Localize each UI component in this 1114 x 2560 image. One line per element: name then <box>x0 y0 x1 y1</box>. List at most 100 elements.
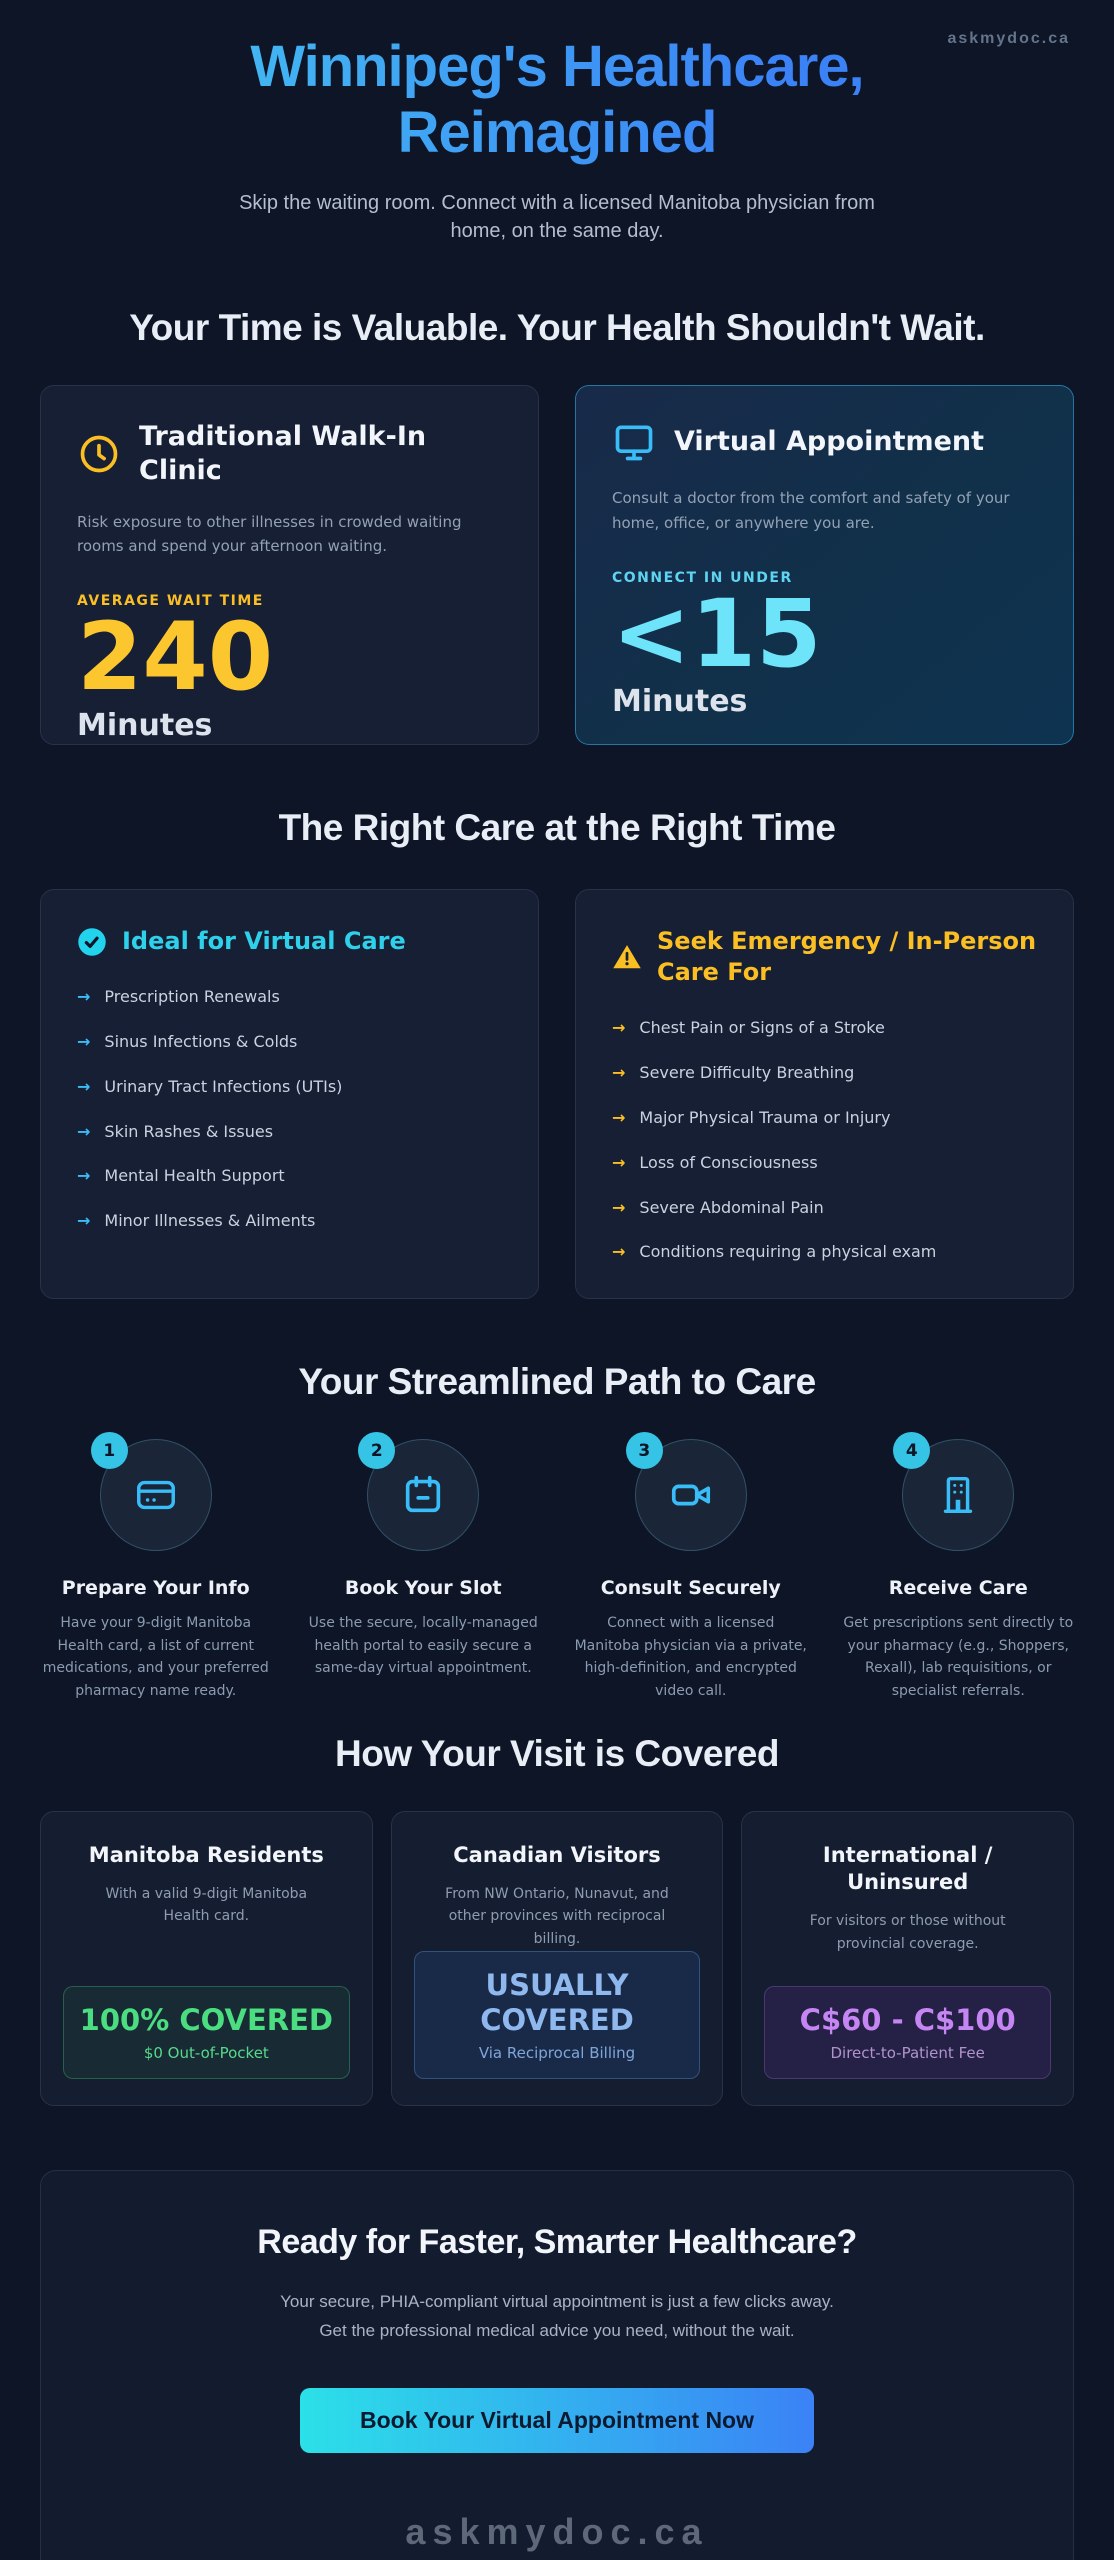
cta-heading: Ready for Faster, Smarter Healthcare? <box>257 2222 857 2261</box>
list-item: → Prescription Renewals <box>77 987 502 1008</box>
list-item: → Skin Rashes & Issues <box>77 1122 502 1143</box>
virtual-care-list-card: Ideal for Virtual Care → Prescription Ren… <box>40 889 539 1300</box>
page-title-line2: Reimagined <box>397 99 717 165</box>
step-number-badge: 2 <box>358 1432 396 1470</box>
arrow-right-icon: → <box>77 1121 91 1141</box>
step-icon-circle: 1 <box>90 1432 212 1552</box>
list-item-label: Major Physical Trauma or Injury <box>639 1108 891 1128</box>
section-heading-care: The Right Care at the Right Time <box>278 807 836 849</box>
virtual-stat-label: CONNECT IN UNDER <box>612 569 793 586</box>
brand-logo-footer: askmydoc.ca <box>405 2510 709 2552</box>
coverage-badge-main: USUALLY COVERED <box>480 1968 634 2037</box>
coverage-badge-sub: Direct-to-Patient Fee <box>830 2043 985 2062</box>
list-item: → Severe Difficulty Breathing <box>612 1063 1037 1084</box>
pharmacy-building-icon <box>935 1472 981 1518</box>
step-icon-circle: 3 <box>625 1432 747 1552</box>
coverage-title: Manitoba Residents <box>88 1842 324 1867</box>
coverage-description: From NW Ontario, Nunavut, and other prov… <box>445 1886 669 1947</box>
list-item: → Severe Abdominal Pain <box>612 1198 1037 1219</box>
step-receive-care: 4 Receive Care Get prescriptions sent di… <box>833 1432 1085 1703</box>
list-item: → Sinus Infections & Colds <box>77 1032 502 1053</box>
step-consult-securely: 3 Consult Securely Connect with a licens… <box>565 1432 817 1703</box>
arrow-right-icon: → <box>77 987 91 1007</box>
traditional-clinic-card: Traditional Walk-In Clinic Risk exposure… <box>40 385 539 746</box>
comparison-cards: Traditional Walk-In Clinic Risk exposure… <box>0 385 1114 746</box>
cta-section: Ready for Faster, Smarter Healthcare? Yo… <box>40 2169 1074 2560</box>
step-description: Use the secure, locally-managed health p… <box>308 1615 538 1677</box>
coverage-card-canadian: Canadian Visitors From NW Ontario, Nunav… <box>390 1810 724 2106</box>
coverage-badge: 100% COVERED $0 Out-of-Pocket <box>63 1985 350 2079</box>
section-heading-steps: Your Streamlined Path to Care <box>298 1361 816 1403</box>
list-item-label: Mental Health Support <box>104 1166 285 1186</box>
arrow-right-icon: → <box>77 1166 91 1186</box>
book-appointment-button[interactable]: Book Your Virtual Appointment Now <box>300 2387 814 2453</box>
list-item-label: Prescription Renewals <box>104 987 280 1007</box>
video-camera-icon <box>668 1472 714 1518</box>
virtual-care-list: → Prescription Renewals → Sinus Infections… <box>77 987 502 1232</box>
list-item-label: Minor Illnesses & Ailments <box>104 1211 316 1231</box>
arrow-right-icon: → <box>612 1108 626 1128</box>
arrow-right-icon: → <box>612 1242 626 1262</box>
step-description: Connect with a licensed Manitoba physici… <box>574 1615 807 1700</box>
traditional-clinic-title: Traditional Walk-In Clinic <box>139 421 427 486</box>
coverage-description: For visitors or those without provincial… <box>809 1913 1006 1952</box>
arrow-right-icon: → <box>612 1197 626 1217</box>
coverage-badge-main: 100% COVERED <box>79 2002 333 2037</box>
step-number-badge: 4 <box>893 1432 931 1470</box>
list-item-label: Loss of Consciousness <box>639 1152 818 1172</box>
step-number-badge: 1 <box>90 1432 128 1470</box>
section-heading-coverage: How Your Visit is Covered <box>335 1732 779 1774</box>
arrow-right-icon: → <box>612 1063 626 1083</box>
list-item-label: Sinus Infections & Colds <box>104 1032 298 1052</box>
step-icon-circle: 4 <box>893 1432 1015 1552</box>
coverage-badge-main: C$60 - C$100 <box>799 2002 1016 2037</box>
traditional-stat-value: 240 <box>77 603 274 713</box>
traditional-clinic-description: Risk exposure to other illnesses in crow… <box>77 512 462 556</box>
list-item: → Chest Pain or Signs of a Stroke <box>612 1018 1037 1039</box>
virtual-stat-unit: Minutes <box>612 684 748 720</box>
list-item-label: Chest Pain or Signs of a Stroke <box>639 1018 885 1038</box>
cta-line1: Your secure, PHIA-compliant virtual appo… <box>280 2291 834 2311</box>
list-item-label: Conditions requiring a physical exam <box>639 1242 937 1262</box>
list-item-label: Severe Difficulty Breathing <box>639 1063 855 1083</box>
list-item: → Mental Health Support <box>77 1166 502 1187</box>
list-item: → Minor Illnesses & Ailments <box>77 1211 502 1232</box>
coverage-title: Canadian Visitors <box>453 1842 661 1867</box>
coverage-description: With a valid 9-digit Manitoba Health car… <box>105 1886 308 1925</box>
steps: 1 Prepare Your Info Have your 9-digit Ma… <box>0 1432 1114 1703</box>
step-title: Prepare Your Info <box>61 1577 250 1600</box>
coverage-card-international: International / Uninsured For visitors o… <box>741 1810 1075 2106</box>
virtual-appointment-card: Virtual Appointment Consult a doctor fro… <box>575 385 1074 746</box>
warning-triangle-icon <box>612 942 642 972</box>
traditional-stat-unit: Minutes <box>77 707 213 743</box>
emergency-care-list: → Chest Pain or Signs of a Stroke → Severe… <box>612 1018 1037 1263</box>
emergency-care-list-title: Seek Emergency / In-Person Care For <box>657 927 1037 987</box>
page-subtitle: Skip the waiting room. Connect with a li… <box>239 192 875 243</box>
step-description: Have your 9-digit Manitoba Health card, … <box>42 1615 269 1700</box>
step-title: Consult Securely <box>600 1577 781 1600</box>
step-title: Book Your Slot <box>344 1577 502 1600</box>
coverage-cards: Manitoba Residents With a valid 9-digit … <box>0 1810 1114 2106</box>
section-heading-comparison: Your Time is Valuable. Your Health Shoul… <box>129 307 985 349</box>
arrow-right-icon: → <box>612 1152 626 1172</box>
id-card-icon <box>133 1472 179 1518</box>
brand-logo-top: askmydoc.ca <box>947 30 1070 47</box>
list-item-label: Urinary Tract Infections (UTIs) <box>104 1076 343 1096</box>
coverage-badge-sub: Via Reciprocal Billing <box>478 2043 636 2062</box>
list-item: → Conditions requiring a physical exam <box>612 1242 1037 1263</box>
virtual-stat-value: <15 <box>612 579 822 689</box>
step-description: Get prescriptions sent directly to your … <box>843 1615 1074 1700</box>
clock-icon <box>77 432 121 476</box>
step-number-badge: 3 <box>625 1432 663 1470</box>
list-item-label: Skin Rashes & Issues <box>104 1121 274 1141</box>
virtual-appointment-description: Consult a doctor from the comfort and sa… <box>612 489 1010 532</box>
step-prepare-your-info: 1 Prepare Your Info Have your 9-digit Ma… <box>30 1432 282 1703</box>
step-title: Receive Care <box>888 1577 1028 1600</box>
traditional-stat-label: AVERAGE WAIT TIME <box>77 593 264 610</box>
monitor-icon <box>612 420 656 464</box>
list-item: → Major Physical Trauma or Injury <box>612 1108 1037 1129</box>
coverage-title: International / Uninsured <box>822 1842 993 1895</box>
arrow-right-icon: → <box>77 1032 91 1052</box>
page-title: Winnipeg's Healthcare, Reimagined <box>0 34 1114 165</box>
